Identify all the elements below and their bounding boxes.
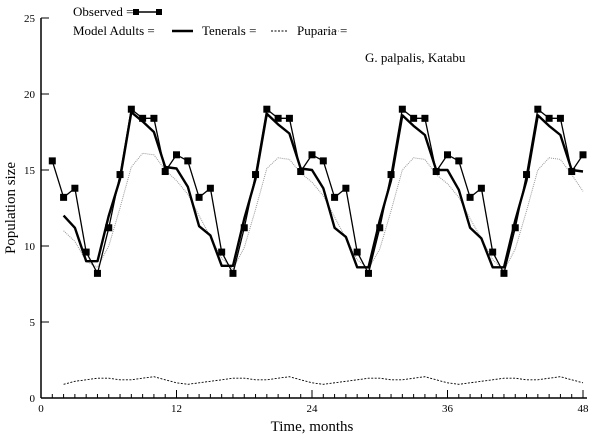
observed-point bbox=[364, 269, 372, 277]
observed-point bbox=[410, 114, 418, 122]
observed-point bbox=[150, 114, 158, 122]
observed-point bbox=[500, 269, 508, 277]
observed-point bbox=[139, 114, 147, 122]
observed-point bbox=[579, 151, 587, 159]
observed-point bbox=[568, 168, 576, 176]
observed-point bbox=[263, 105, 271, 113]
observed-point bbox=[556, 114, 564, 122]
observed-point bbox=[342, 184, 350, 192]
observed-point bbox=[477, 184, 485, 192]
observed-point bbox=[319, 157, 327, 165]
series-line-tenerals bbox=[63, 376, 584, 385]
observed-point bbox=[421, 114, 429, 122]
observed-point bbox=[444, 151, 451, 159]
legend-observed-label: Observed = bbox=[73, 4, 133, 19]
observed-point bbox=[60, 193, 68, 201]
observed-point bbox=[523, 171, 531, 179]
observed-point bbox=[545, 114, 553, 122]
observed-point bbox=[240, 224, 248, 232]
y-tick-label: 0 bbox=[30, 393, 36, 405]
y-tick-label: 15 bbox=[24, 165, 36, 177]
x-tick-label: 24 bbox=[307, 403, 319, 415]
y-tick-label: 5 bbox=[30, 317, 36, 329]
observed-point bbox=[466, 193, 474, 201]
observed-point bbox=[116, 171, 124, 179]
observed-point bbox=[82, 248, 90, 256]
observed-point bbox=[308, 151, 316, 159]
x-tick-label: 48 bbox=[578, 403, 590, 415]
legend-adults-label: Model Adults = bbox=[73, 23, 155, 38]
observed-point bbox=[432, 168, 440, 176]
observed-point bbox=[387, 171, 395, 179]
legend-tenerals-label: Tenerals = bbox=[202, 23, 256, 38]
observed-point bbox=[127, 105, 135, 113]
x-axis-label: Time, months bbox=[271, 419, 354, 435]
y-axis-label: Population size bbox=[3, 162, 19, 254]
series-group bbox=[48, 105, 587, 385]
legend: Observed = Model Adults = Tenerals = Pup… bbox=[73, 4, 347, 38]
x-tick-label: 36 bbox=[442, 403, 454, 415]
observed-point bbox=[252, 171, 260, 179]
observed-point bbox=[206, 184, 214, 192]
observed-point bbox=[161, 168, 169, 176]
observed-point bbox=[173, 151, 180, 159]
observed-point bbox=[105, 224, 113, 232]
observed-point bbox=[229, 269, 237, 277]
observed-point bbox=[353, 248, 361, 256]
observed-point bbox=[71, 184, 79, 192]
observed-point bbox=[534, 105, 542, 113]
observed-point bbox=[218, 248, 226, 256]
legend-observed-marker bbox=[133, 9, 139, 15]
observed-point bbox=[297, 168, 305, 176]
y-tick-label: 25 bbox=[24, 13, 36, 25]
observed-point bbox=[398, 105, 406, 113]
observed-point bbox=[455, 157, 463, 165]
y-tick-label: 10 bbox=[24, 241, 36, 253]
observed-point bbox=[511, 224, 519, 232]
axes: 0 5 10 15 20 25 0 12 24 36 48 bbox=[24, 13, 589, 415]
observed-point bbox=[93, 269, 101, 277]
observed-point bbox=[489, 248, 497, 256]
observed-point bbox=[376, 224, 384, 232]
series-line-puparia bbox=[63, 152, 584, 271]
annotation: G. palpalis, Katabu bbox=[365, 50, 466, 65]
observed-point bbox=[331, 193, 339, 201]
observed-point bbox=[184, 157, 192, 165]
observed-point bbox=[195, 193, 203, 201]
observed-point bbox=[274, 114, 282, 122]
observed-point bbox=[285, 114, 293, 122]
legend-observed-marker bbox=[156, 9, 162, 15]
observed-point bbox=[48, 157, 56, 165]
series-line-observed bbox=[51, 108, 584, 275]
series-line-model-adults bbox=[62, 110, 584, 269]
y-tick-label: 20 bbox=[24, 89, 36, 101]
x-tick-label: 12 bbox=[171, 403, 182, 415]
x-tick-label: 0 bbox=[38, 403, 44, 415]
